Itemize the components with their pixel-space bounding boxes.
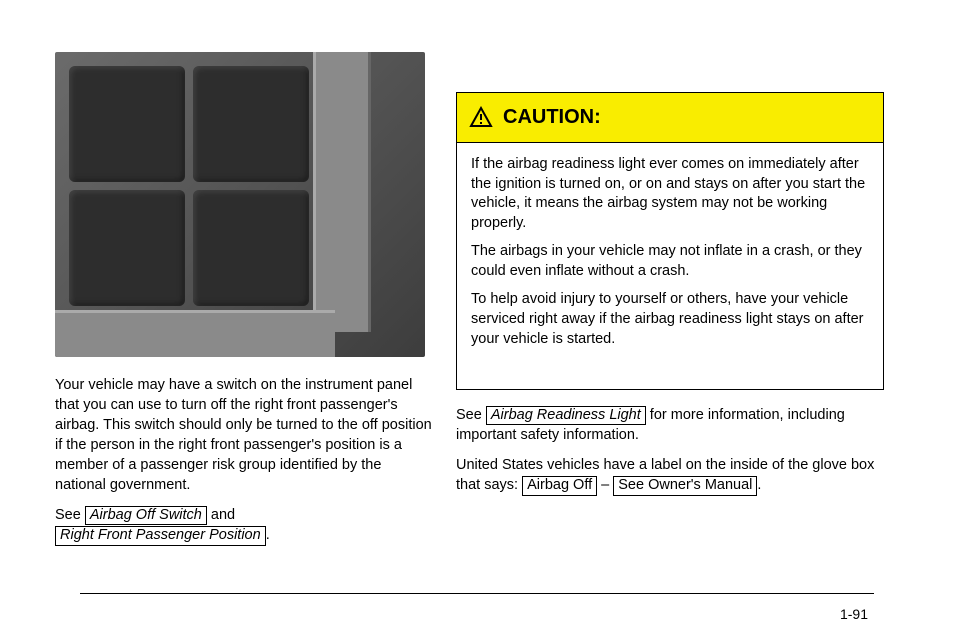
photo-frame-horizontal bbox=[55, 310, 335, 357]
footer-rule bbox=[80, 593, 874, 594]
panel-button-blank-2 bbox=[193, 66, 309, 182]
right-p1-pre: See bbox=[456, 407, 486, 423]
right-paragraph-1: See Airbag Readiness Light for more info… bbox=[456, 405, 884, 445]
caution-p2: The airbags in your vehicle may not infl… bbox=[471, 242, 869, 281]
right-paragraph-2: United States vehicles have a label on t… bbox=[456, 455, 884, 495]
panel-button-blank-3 bbox=[69, 190, 185, 306]
panel-button-blank-1 bbox=[69, 66, 185, 182]
left-paragraph-2: See Airbag Off Switch and Right Front Pa… bbox=[55, 505, 433, 546]
caution-box: CAUTION: If the airbag readiness light e… bbox=[456, 92, 884, 390]
left-column-text: Your vehicle may have a switch on the in… bbox=[55, 375, 433, 556]
warning-triangle-icon bbox=[469, 106, 493, 130]
photo-frame-vertical bbox=[313, 52, 371, 332]
right-column-text: See Airbag Readiness Light for more info… bbox=[456, 405, 884, 506]
link-right-front-passenger[interactable]: Right Front Passenger Position bbox=[55, 526, 266, 545]
glovebox-label-1: Airbag Off bbox=[522, 476, 597, 495]
caution-header: CAUTION: bbox=[457, 93, 883, 143]
caution-body: If the airbag readiness light ever comes… bbox=[457, 143, 883, 370]
left-p2-pre: See bbox=[55, 507, 85, 523]
link-airbag-off-switch[interactable]: Airbag Off Switch bbox=[85, 506, 207, 525]
link-airbag-readiness-light[interactable]: Airbag Readiness Light bbox=[486, 406, 646, 425]
right-p2-period: . bbox=[757, 477, 761, 493]
page-number: 1-91 bbox=[840, 606, 868, 622]
glovebox-label-2: See Owner's Manual bbox=[613, 476, 757, 495]
caution-p1: If the airbag readiness light ever comes… bbox=[471, 155, 869, 233]
airbag-switch-panel bbox=[193, 190, 309, 306]
page: Your vehicle may have a switch on the in… bbox=[0, 0, 954, 636]
left-p2-mid: and bbox=[207, 507, 235, 523]
left-p2-period: . bbox=[266, 527, 270, 543]
left-paragraph-1: Your vehicle may have a switch on the in… bbox=[55, 375, 433, 495]
caution-title: CAUTION: bbox=[503, 106, 601, 129]
caution-p3: To help avoid injury to yourself or othe… bbox=[471, 290, 869, 349]
right-p2-dash: – bbox=[597, 477, 613, 493]
airbag-switch-photo bbox=[55, 52, 425, 357]
